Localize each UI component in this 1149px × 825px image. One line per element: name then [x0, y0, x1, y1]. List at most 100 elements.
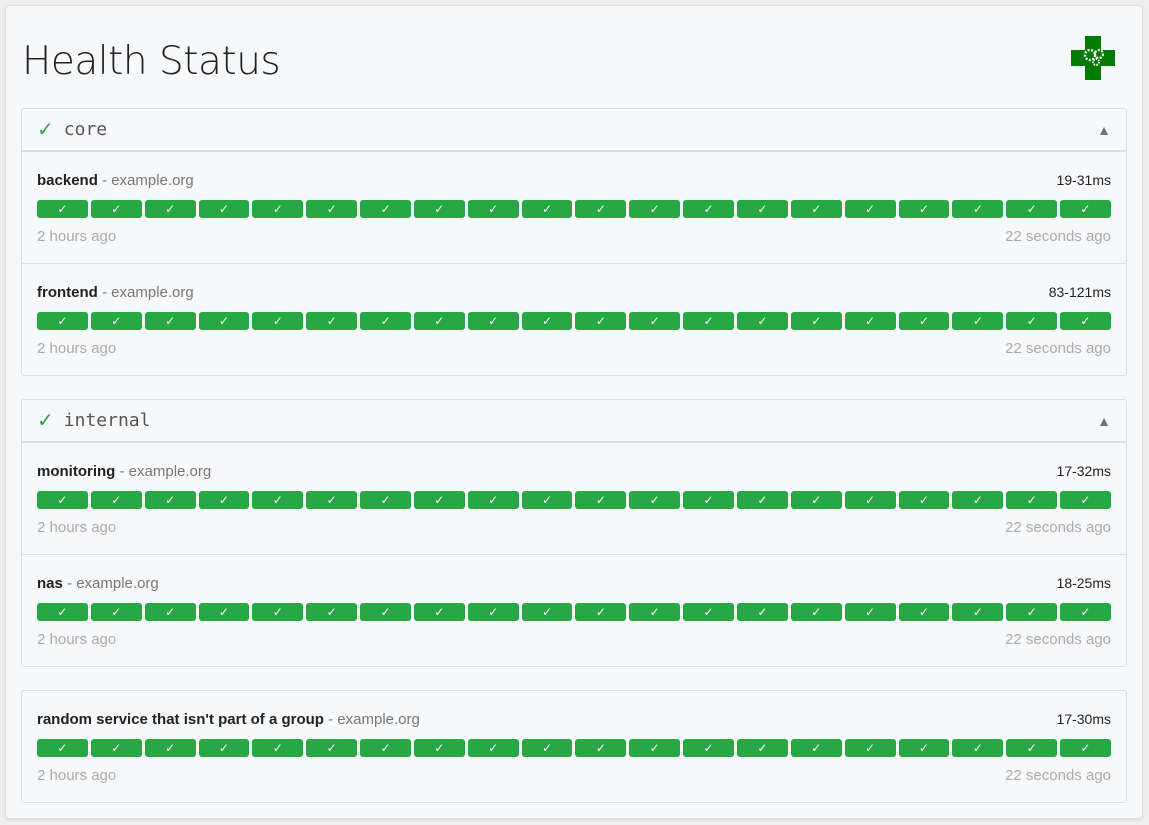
result-bar[interactable]: ✓: [37, 739, 88, 757]
result-bar[interactable]: ✓: [898, 491, 950, 509]
result-bar[interactable]: ✓: [306, 312, 358, 330]
result-bar[interactable]: ✓: [467, 312, 519, 330]
result-bar[interactable]: ✓: [952, 739, 1004, 757]
result-bar[interactable]: ✓: [467, 200, 519, 218]
result-bar[interactable]: ✓: [306, 200, 358, 218]
result-bar[interactable]: ✓: [306, 491, 358, 509]
result-bar[interactable]: ✓: [252, 603, 304, 621]
result-bar[interactable]: ✓: [521, 603, 573, 621]
result-bar[interactable]: ✓: [844, 200, 896, 218]
result-bar[interactable]: ✓: [90, 312, 142, 330]
result-bar[interactable]: ✓: [1006, 312, 1058, 330]
result-bar[interactable]: ✓: [898, 603, 950, 621]
result-bar[interactable]: ✓: [736, 491, 788, 509]
result-bar[interactable]: ✓: [90, 200, 142, 218]
result-bar[interactable]: ✓: [521, 200, 573, 218]
result-bar[interactable]: ✓: [790, 312, 842, 330]
result-bar[interactable]: ✓: [844, 603, 896, 621]
result-bar[interactable]: ✓: [683, 739, 734, 757]
result-bar[interactable]: ✓: [1006, 200, 1058, 218]
result-bar[interactable]: ✓: [898, 312, 950, 330]
result-bar[interactable]: ✓: [198, 491, 250, 509]
result-bar[interactable]: ✓: [952, 491, 1004, 509]
result-bar[interactable]: ✓: [198, 200, 250, 218]
result-bar[interactable]: ✓: [37, 312, 88, 330]
result-bar[interactable]: ✓: [629, 200, 681, 218]
result-bar[interactable]: ✓: [844, 491, 896, 509]
result-bar[interactable]: ✓: [360, 491, 411, 509]
result-bar[interactable]: ✓: [629, 312, 681, 330]
result-bar[interactable]: ✓: [736, 312, 788, 330]
result-bar[interactable]: ✓: [575, 312, 627, 330]
result-bar[interactable]: ✓: [144, 739, 196, 757]
result-bar[interactable]: ✓: [790, 491, 842, 509]
result-bar[interactable]: ✓: [1060, 739, 1111, 757]
result-bar[interactable]: ✓: [1060, 491, 1111, 509]
result-bar[interactable]: ✓: [252, 200, 304, 218]
result-bar[interactable]: ✓: [306, 603, 358, 621]
result-bar[interactable]: ✓: [360, 603, 411, 621]
result-bar[interactable]: ✓: [306, 739, 358, 757]
result-bar[interactable]: ✓: [1060, 200, 1111, 218]
result-bar[interactable]: ✓: [844, 312, 896, 330]
result-bar[interactable]: ✓: [790, 200, 842, 218]
result-bar[interactable]: ✓: [952, 200, 1004, 218]
result-bar[interactable]: ✓: [90, 491, 142, 509]
collapse-triangle-icon[interactable]: ▲: [1097, 121, 1111, 138]
result-bar[interactable]: ✓: [90, 739, 142, 757]
result-bar[interactable]: ✓: [575, 491, 627, 509]
result-bar[interactable]: ✓: [467, 603, 519, 621]
result-bar[interactable]: ✓: [575, 739, 627, 757]
result-bar[interactable]: ✓: [360, 312, 411, 330]
result-bar[interactable]: ✓: [144, 603, 196, 621]
result-bar[interactable]: ✓: [736, 739, 788, 757]
result-bar[interactable]: ✓: [575, 603, 627, 621]
result-bar[interactable]: ✓: [521, 312, 573, 330]
result-bar[interactable]: ✓: [629, 739, 681, 757]
result-bar[interactable]: ✓: [575, 200, 627, 218]
result-bar[interactable]: ✓: [198, 312, 250, 330]
result-bar[interactable]: ✓: [198, 739, 250, 757]
result-bar[interactable]: ✓: [521, 739, 573, 757]
result-bar[interactable]: ✓: [952, 603, 1004, 621]
result-bar[interactable]: ✓: [629, 603, 681, 621]
result-bar[interactable]: ✓: [683, 200, 734, 218]
result-bar[interactable]: ✓: [898, 739, 950, 757]
result-bar[interactable]: ✓: [1006, 739, 1058, 757]
collapse-triangle-icon[interactable]: ▲: [1097, 412, 1111, 429]
result-bar[interactable]: ✓: [413, 200, 465, 218]
result-bar[interactable]: ✓: [736, 603, 788, 621]
result-bar[interactable]: ✓: [144, 312, 196, 330]
result-bar[interactable]: ✓: [467, 491, 519, 509]
result-bar[interactable]: ✓: [360, 739, 411, 757]
result-bar[interactable]: ✓: [790, 603, 842, 621]
result-bar[interactable]: ✓: [521, 491, 573, 509]
result-bar[interactable]: ✓: [144, 491, 196, 509]
result-bar[interactable]: ✓: [844, 739, 896, 757]
result-bar[interactable]: ✓: [790, 739, 842, 757]
result-bar[interactable]: ✓: [37, 603, 88, 621]
result-bar[interactable]: ✓: [467, 739, 519, 757]
result-bar[interactable]: ✓: [413, 312, 465, 330]
result-bar[interactable]: ✓: [252, 312, 304, 330]
result-bar[interactable]: ✓: [683, 312, 734, 330]
result-bar[interactable]: ✓: [252, 491, 304, 509]
result-bar[interactable]: ✓: [629, 491, 681, 509]
result-bar[interactable]: ✓: [413, 491, 465, 509]
result-bar[interactable]: ✓: [144, 200, 196, 218]
result-bar[interactable]: ✓: [683, 491, 734, 509]
result-bar[interactable]: ✓: [683, 603, 734, 621]
result-bar[interactable]: ✓: [1060, 312, 1111, 330]
group-header[interactable]: ✓ core ▲: [22, 109, 1126, 152]
result-bar[interactable]: ✓: [37, 200, 88, 218]
result-bar[interactable]: ✓: [898, 200, 950, 218]
result-bar[interactable]: ✓: [1006, 603, 1058, 621]
result-bar[interactable]: ✓: [1060, 603, 1111, 621]
group-header[interactable]: ✓ internal ▲: [22, 400, 1126, 443]
result-bar[interactable]: ✓: [413, 603, 465, 621]
result-bar[interactable]: ✓: [413, 739, 465, 757]
result-bar[interactable]: ✓: [90, 603, 142, 621]
result-bar[interactable]: ✓: [37, 491, 88, 509]
result-bar[interactable]: ✓: [1006, 491, 1058, 509]
result-bar[interactable]: ✓: [252, 739, 304, 757]
